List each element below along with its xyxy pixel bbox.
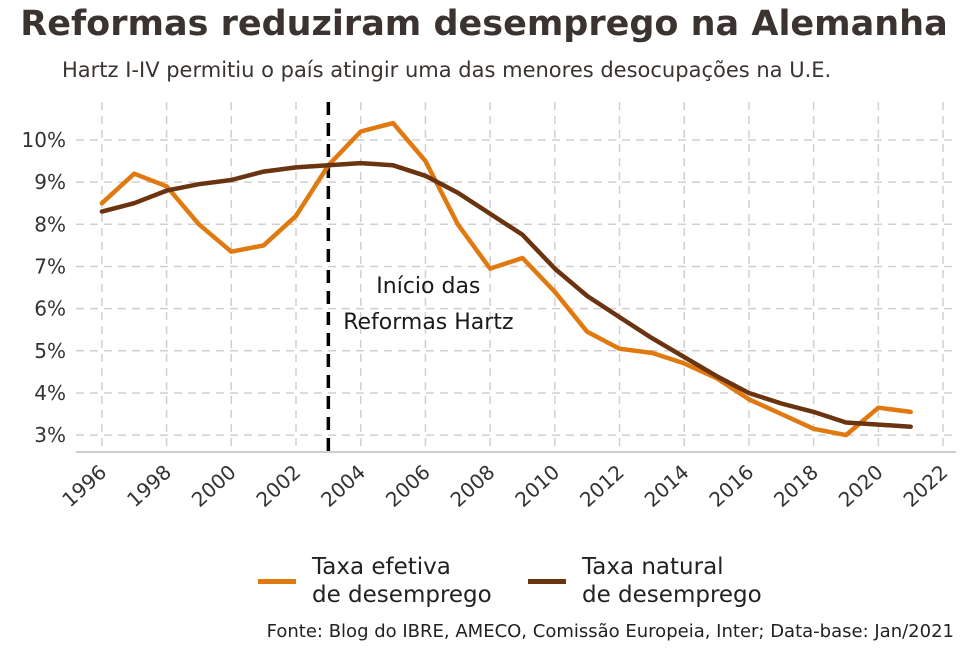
chart-title: Reformas reduziram desemprego na Alemanh…: [20, 4, 948, 44]
x-tick-label: 2004: [316, 460, 370, 512]
x-tick-label: 2018: [769, 460, 823, 512]
y-tick-label: 6%: [34, 297, 66, 321]
y-tick-label: 4%: [34, 381, 66, 405]
y-tick-label: 9%: [34, 170, 66, 194]
x-tick-label: 2022: [899, 460, 953, 512]
series-line-effective: [99, 120, 913, 438]
x-tick-label: 2016: [704, 460, 758, 512]
x-tick-label: 2012: [575, 460, 629, 512]
x-tick-label: 2000: [187, 460, 241, 512]
chart-subtitle: Hartz I-IV permitiu o país atingir uma d…: [62, 58, 832, 82]
x-tick-label: 2014: [640, 460, 694, 512]
x-tick-label: 2002: [251, 460, 305, 512]
y-tick-label: 7%: [34, 254, 66, 278]
line-chart: 3%4%5%6%7%8%9%10%1996 1998 2000 2002 2004 200…: [22, 102, 956, 512]
y-tick-label: 5%: [34, 339, 66, 363]
x-tick-label: 2006: [381, 460, 435, 512]
series-line-natural: [99, 160, 913, 429]
legend-item-natural: Taxa natural de desemprego: [528, 553, 762, 609]
y-tick-label: 10%: [22, 128, 66, 152]
x-tick-label: 1998: [122, 460, 176, 512]
x-tick-label: 1996: [57, 460, 111, 512]
x-tick-label: 2008: [446, 460, 500, 512]
legend-swatch-effective: [258, 578, 296, 584]
y-tick-label: 8%: [34, 212, 66, 236]
legend: Taxa efetiva de desemprego Taxa natural …: [0, 553, 968, 613]
y-tick-label: 3%: [34, 423, 66, 447]
source-note: Fonte: Blog do IBRE, AMECO, Comissão Eur…: [266, 621, 954, 642]
x-tick-label: 2020: [834, 460, 888, 512]
legend-swatch-natural: [528, 578, 566, 584]
legend-label-effective: Taxa efetiva de desemprego: [312, 554, 492, 608]
x-tick-label: 2010: [510, 460, 564, 512]
legend-label-natural: Taxa natural de desemprego: [582, 554, 762, 608]
legend-item-effective: Taxa efetiva de desemprego: [258, 553, 492, 609]
reform-annotation: Início das Reformas Hartz: [343, 274, 513, 335]
